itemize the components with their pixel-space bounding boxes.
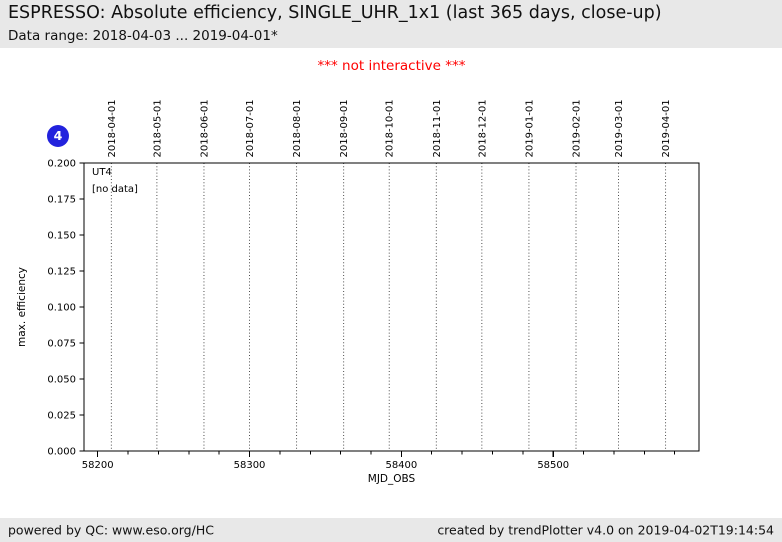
y-axis-tick-label: 0.000 [47,447,76,458]
x-axis-title: MJD_OBS [368,473,416,485]
top-axis-date-label: 2018-09-01 [339,99,350,157]
top-axis-date-label: 2018-06-01 [199,99,210,157]
y-axis-title: max. efficiency [16,267,28,347]
top-axis-date-label: 2019-04-01 [661,99,672,157]
top-axis-date-label: 2018-05-01 [152,99,163,157]
y-axis-tick-label: 0.200 [47,159,76,170]
top-axis-date-label: 2018-07-01 [245,99,256,157]
y-axis-tick-label: 0.125 [47,267,76,278]
y-axis-tick-label: 0.175 [47,195,76,206]
plot-frame [83,162,700,452]
x-axis-tick-label: 58400 [385,460,417,471]
y-axis-tick-label: 0.050 [47,375,76,386]
x-axis-tick-label: 58300 [234,460,266,471]
y-axis-tick-label: 0.075 [47,339,76,350]
y-axis-tick-label: 0.100 [47,303,76,314]
header-band: ESPRESSO: Absolute efficiency, SINGLE_UH… [0,0,782,48]
top-axis-date-label: 2019-03-01 [614,99,625,157]
not-interactive-note: *** not interactive *** [317,58,466,74]
top-axis-date-label: 2019-01-01 [524,99,535,157]
top-axis-date-label: 2019-02-01 [572,99,583,157]
top-axis-date-label: 2018-10-01 [385,99,396,157]
telescope-annotation: UT4 [92,167,112,178]
y-axis-tick-label: 0.025 [47,411,76,422]
no-data-annotation: [no data] [92,184,138,195]
plot-index-badge: 4 [47,125,69,147]
top-axis-date-label: 2018-08-01 [292,99,303,157]
top-axis-date-label: 2018-12-01 [477,99,488,157]
footer-created-by: created by trendPlotter v4.0 on 2019-04-… [437,522,774,538]
top-axis-date-label: 2018-11-01 [432,99,443,157]
footer-band: powered by QC: www.eso.org/HC created by… [0,518,782,542]
footer-powered-by: powered by QC: www.eso.org/HC [8,522,214,538]
y-axis-tick-label: 0.150 [47,231,76,242]
x-axis-tick-label: 58500 [537,460,569,471]
data-range-subtitle: Data range: 2018-04-03 ... 2019-04-01* [8,28,278,44]
x-axis-tick-label: 58200 [82,460,114,471]
page-title: ESPRESSO: Absolute efficiency, SINGLE_UH… [8,3,662,23]
top-axis-date-label: 2018-04-01 [107,99,118,157]
